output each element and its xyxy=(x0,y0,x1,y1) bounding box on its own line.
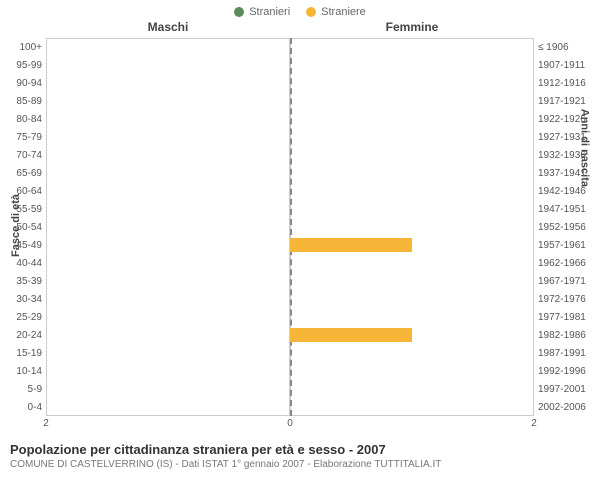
birth-year-label: 1987-1991 xyxy=(534,344,600,362)
legend-item-female: Straniere xyxy=(306,6,366,18)
birth-year-label: 1947-1951 xyxy=(534,200,600,218)
age-label: 20-24 xyxy=(0,326,46,344)
legend: Stranieri Straniere xyxy=(0,0,600,20)
age-label: 40-44 xyxy=(0,254,46,272)
birth-year-label: 1942-1946 xyxy=(534,182,600,200)
birth-year-label: 1927-1931 xyxy=(534,128,600,146)
age-label: 25-29 xyxy=(0,308,46,326)
age-label: 95-99 xyxy=(0,56,46,74)
age-label: 70-74 xyxy=(0,146,46,164)
legend-dot-female xyxy=(306,7,316,17)
age-label: 60-64 xyxy=(0,182,46,200)
birth-year-label: 2002-2006 xyxy=(534,398,600,416)
birth-year-label: 1972-1976 xyxy=(534,290,600,308)
birth-year-label: 1977-1981 xyxy=(534,308,600,326)
legend-dot-male xyxy=(234,7,244,17)
chart-subtitle: COMUNE DI CASTELVERRINO (IS) - Dati ISTA… xyxy=(10,459,590,470)
age-label: 5-9 xyxy=(0,380,46,398)
plot xyxy=(46,38,534,416)
x-tick: 2 xyxy=(531,418,537,429)
chart-title: Popolazione per cittadinanza straniera p… xyxy=(10,442,590,457)
birth-year-label: 1957-1961 xyxy=(534,236,600,254)
age-label: 55-59 xyxy=(0,200,46,218)
age-label: 100+ xyxy=(0,38,46,56)
footer: Popolazione per cittadinanza straniera p… xyxy=(0,434,600,470)
age-label: 45-49 xyxy=(0,236,46,254)
age-label: 15-19 xyxy=(0,344,46,362)
birth-year-label: 1922-1926 xyxy=(534,110,600,128)
age-label: 35-39 xyxy=(0,272,46,290)
chart-container: Stranieri Straniere Maschi Femmine Fasce… xyxy=(0,0,600,500)
header-female: Femmine xyxy=(290,20,534,38)
age-label: 0-4 xyxy=(0,398,46,416)
grid-panel-female xyxy=(290,38,534,416)
legend-label-female: Straniere xyxy=(321,6,366,18)
center-line xyxy=(290,38,292,416)
birth-year-label: 1982-1986 xyxy=(534,326,600,344)
x-tick: 2 xyxy=(43,418,49,429)
age-label: 90-94 xyxy=(0,74,46,92)
birth-year-label: 1997-2001 xyxy=(534,380,600,398)
column-headers: Maschi Femmine xyxy=(0,20,600,38)
age-label: 75-79 xyxy=(0,128,46,146)
bar-female xyxy=(290,238,412,252)
bar-female xyxy=(290,328,412,342)
grid-panel-male xyxy=(46,38,290,416)
birth-year-label: 1937-1941 xyxy=(534,164,600,182)
birth-year-label: 1917-1921 xyxy=(534,92,600,110)
age-label: 30-34 xyxy=(0,290,46,308)
age-label: 10-14 xyxy=(0,362,46,380)
birth-year-label: 1932-1936 xyxy=(534,146,600,164)
legend-item-male: Stranieri xyxy=(234,6,290,18)
age-label: 65-69 xyxy=(0,164,46,182)
age-label: 50-54 xyxy=(0,218,46,236)
birth-year-label: 1952-1956 xyxy=(534,218,600,236)
x-tick: 0 xyxy=(287,418,293,429)
birth-year-label: 1907-1911 xyxy=(534,56,600,74)
birth-year-label: 1992-1996 xyxy=(534,362,600,380)
plot-area: Fasce di età Anni di nascita 100+≤ 19069… xyxy=(0,38,600,416)
header-male: Maschi xyxy=(46,20,290,38)
legend-label-male: Stranieri xyxy=(249,6,290,18)
birth-year-label: 1967-1971 xyxy=(534,272,600,290)
age-label: 80-84 xyxy=(0,110,46,128)
birth-year-label: 1962-1966 xyxy=(534,254,600,272)
birth-year-label: 1912-1916 xyxy=(534,74,600,92)
birth-year-label: ≤ 1906 xyxy=(534,38,600,56)
x-axis: 2 0 2 xyxy=(0,416,600,434)
age-label: 85-89 xyxy=(0,92,46,110)
